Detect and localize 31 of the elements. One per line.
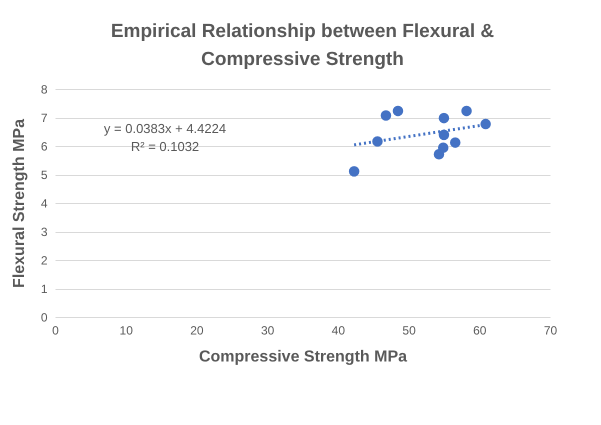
y-tick-label: 7 bbox=[40, 111, 48, 125]
point bbox=[380, 110, 392, 121]
y-tick-label: 2 bbox=[40, 254, 48, 268]
x-tick-label: 60 bbox=[473, 324, 487, 338]
y-tick-label: 0 bbox=[40, 310, 48, 324]
x-tick-label: 70 bbox=[544, 324, 558, 338]
y-tick-label: 4 bbox=[40, 196, 48, 210]
y-tick-label: 5 bbox=[40, 168, 48, 182]
x-tick-label: 40 bbox=[332, 324, 346, 338]
point bbox=[461, 106, 472, 116]
x-tick-label: 10 bbox=[120, 324, 134, 338]
annotation: R² = 0.1032 bbox=[130, 139, 200, 154]
point bbox=[480, 118, 491, 130]
annotation: y = 0.0383x + 4.4224 bbox=[104, 121, 226, 136]
y-tick-label: 3 bbox=[40, 225, 48, 239]
point bbox=[438, 112, 450, 124]
x-tick-label: 50 bbox=[402, 324, 416, 338]
y-tick-label: 6 bbox=[40, 140, 48, 154]
y-axis-title: Flexural Strength MPa bbox=[10, 118, 28, 288]
x-tick-label: 20 bbox=[190, 324, 204, 338]
x-tick-label: 30 bbox=[260, 324, 275, 338]
y-tick-label: 8 bbox=[40, 82, 48, 96]
x-tick-label: 0 bbox=[52, 324, 60, 338]
point bbox=[438, 130, 450, 140]
y-tick-label: 1 bbox=[40, 282, 48, 296]
point bbox=[450, 137, 460, 148]
chart-title: Empirical Relationship between Flexural & Compressive Strength bbox=[110, 21, 494, 70]
point bbox=[348, 166, 360, 177]
point bbox=[434, 149, 444, 160]
x-axis-title: Compressive Strength MPa bbox=[198, 348, 408, 366]
point bbox=[392, 106, 404, 116]
